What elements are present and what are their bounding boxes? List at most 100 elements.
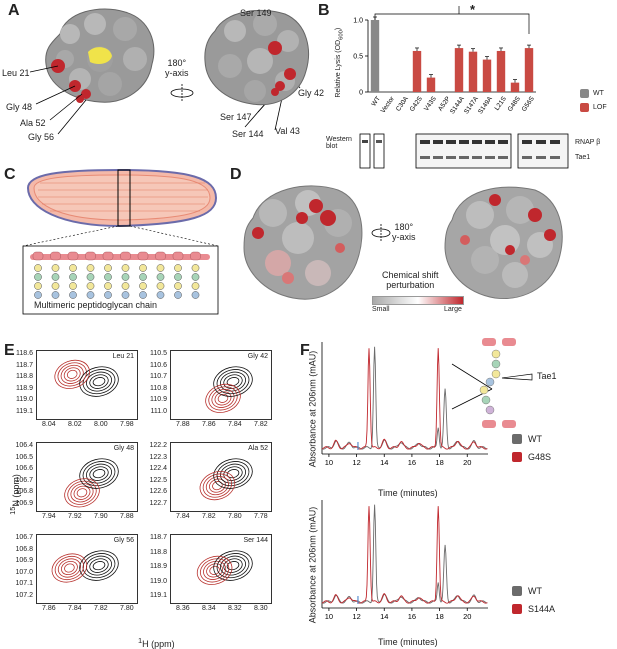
x-tick-label: 14 <box>380 458 388 467</box>
nmr-x-tick-label: 7.86 <box>202 421 216 428</box>
hplc-chromatogram-g48s: 10 12 14 16 18 20 <box>321 342 488 467</box>
x-tick-label: 16 <box>408 458 416 467</box>
glycan-unit <box>85 251 96 261</box>
nmr-x-tick-label: 8.00 <box>94 421 108 428</box>
csp-scale-large: Large <box>444 306 462 313</box>
nmr-x-tick-label: 7.92 <box>68 513 82 520</box>
bar-s144a <box>454 48 464 92</box>
y-tick-label: 0.5 <box>353 54 363 61</box>
mutant-trace <box>321 506 488 604</box>
nmr-x-tick-label: 7.90 <box>94 513 108 520</box>
hplc-chromatogram-s144a: 10 12 14 16 18 20 <box>321 500 488 621</box>
bar-g56s <box>524 48 534 92</box>
glycan-unit <box>172 251 184 261</box>
peptidoglycan-caption: Multimeric peptidoglycan chain <box>34 300 158 310</box>
wt-contour <box>79 366 119 397</box>
mutant-contour <box>51 553 88 583</box>
wt-contour <box>86 371 112 392</box>
wt-trace <box>321 504 488 604</box>
wt-contour <box>216 461 250 487</box>
wt-contour <box>92 377 106 387</box>
rotation-icon-d <box>371 224 391 242</box>
mutant-contour <box>205 383 241 413</box>
nmr-x-tick-label: 7.82 <box>254 421 268 428</box>
nmr-y-tick-label: 106.8 <box>15 488 33 496</box>
glycan-unit <box>155 251 166 261</box>
bar-l21s <box>496 50 506 92</box>
mutant-contour <box>63 367 81 382</box>
panel-f-xlabel-top: Time (minutes) <box>378 488 438 498</box>
x-tick-label: Vector <box>380 95 397 115</box>
wt-contour <box>86 555 112 576</box>
peptide-residue <box>51 273 60 281</box>
nmr-contours <box>199 458 253 501</box>
panel-b-letter: B <box>318 2 330 19</box>
nmr-y-tick-label: 118.9 <box>16 384 33 392</box>
nmr-y-tick-label: 107.2 <box>15 592 33 599</box>
nmr-x-tick-label: 7.84 <box>68 605 82 612</box>
nmr-contours <box>205 366 253 413</box>
nmr-residue-label: Ala 52 <box>248 445 268 452</box>
nmr-y-tick-label: 122.3 <box>149 453 167 461</box>
mutant-contour <box>206 563 224 578</box>
nmr-residue-label: Gly 56 <box>113 537 134 544</box>
wt-contour <box>89 374 109 389</box>
nmr-contours <box>196 550 253 585</box>
x-tick-label: V43S <box>423 95 438 113</box>
nmr-x-tick-label: 7.82 <box>94 605 108 612</box>
nmr-y-tick-label: 106.8 <box>15 545 33 553</box>
legend-bot-wt-swatch <box>512 586 522 596</box>
nmr-x-tick-label: 8.32 <box>228 605 242 612</box>
label-leu21: Leu 21 <box>2 68 30 78</box>
mutant-contour <box>214 391 232 406</box>
wt-contour <box>223 466 243 481</box>
peptide-residue <box>51 291 60 299</box>
nmr-x-tick-label: 7.84 <box>176 513 190 520</box>
legend-top-g48s-swatch <box>512 452 522 462</box>
nmr-y-tick-label: 106.5 <box>15 453 33 461</box>
x-tick-label: 20 <box>463 612 471 621</box>
rotation-label-a: 180° y-axis <box>165 58 189 78</box>
mutant-contour <box>57 558 81 578</box>
panel-f-letter: F <box>300 342 310 359</box>
wt-contour <box>220 555 246 576</box>
glycan-unit <box>190 251 201 261</box>
peptide-residue <box>86 264 95 272</box>
nmr-y-tick-label: 111.0 <box>150 408 167 415</box>
panel-a-structure-left <box>45 8 155 103</box>
nmr-y-tick-label: 122.4 <box>149 465 167 473</box>
bar-s149a <box>482 59 492 92</box>
peptide-residue <box>34 282 42 290</box>
nmr-spectrum-gly48: Gly 48 <box>36 442 138 512</box>
mutant-contour <box>217 393 229 403</box>
peptide-residue <box>174 282 182 290</box>
nmr-y-tick-label: 110.6 <box>150 361 167 369</box>
mutant-contour <box>60 364 84 384</box>
legend-bot-s144a-swatch <box>512 604 522 614</box>
wt-contour <box>79 550 119 581</box>
mutant-trace <box>321 348 488 450</box>
mutant-contour <box>57 362 87 387</box>
nmr-y-tick-label: 118.7 <box>150 534 167 541</box>
glycan-unit <box>137 251 149 261</box>
nmr-y-tick-label: 106.7 <box>15 476 33 484</box>
mutant-contour <box>199 558 230 583</box>
label-gly48: Gly 48 <box>6 102 33 112</box>
mutant-contour <box>203 560 227 580</box>
panel-f-xlabel-bottom: Time (minutes) <box>378 637 438 647</box>
y-tick-label: 0 <box>359 90 363 97</box>
panel-a-letter: A <box>8 2 20 19</box>
nmr-y-tick-label: 110.9 <box>150 396 167 404</box>
peptide-residue <box>156 273 165 281</box>
x-tick-label: 14 <box>380 612 388 621</box>
peptide-residue <box>139 264 147 272</box>
mutant-contour <box>67 480 97 505</box>
peptide-residue <box>156 264 165 272</box>
peptide-residue <box>51 282 60 290</box>
nmr-y-tick-label: 118.6 <box>16 350 33 357</box>
peptide-residue <box>104 264 112 272</box>
bar-g42s <box>412 50 422 92</box>
peptide-residue <box>34 291 42 299</box>
peptide-residue <box>104 291 112 299</box>
legend-lof-label: LOF <box>593 104 607 111</box>
